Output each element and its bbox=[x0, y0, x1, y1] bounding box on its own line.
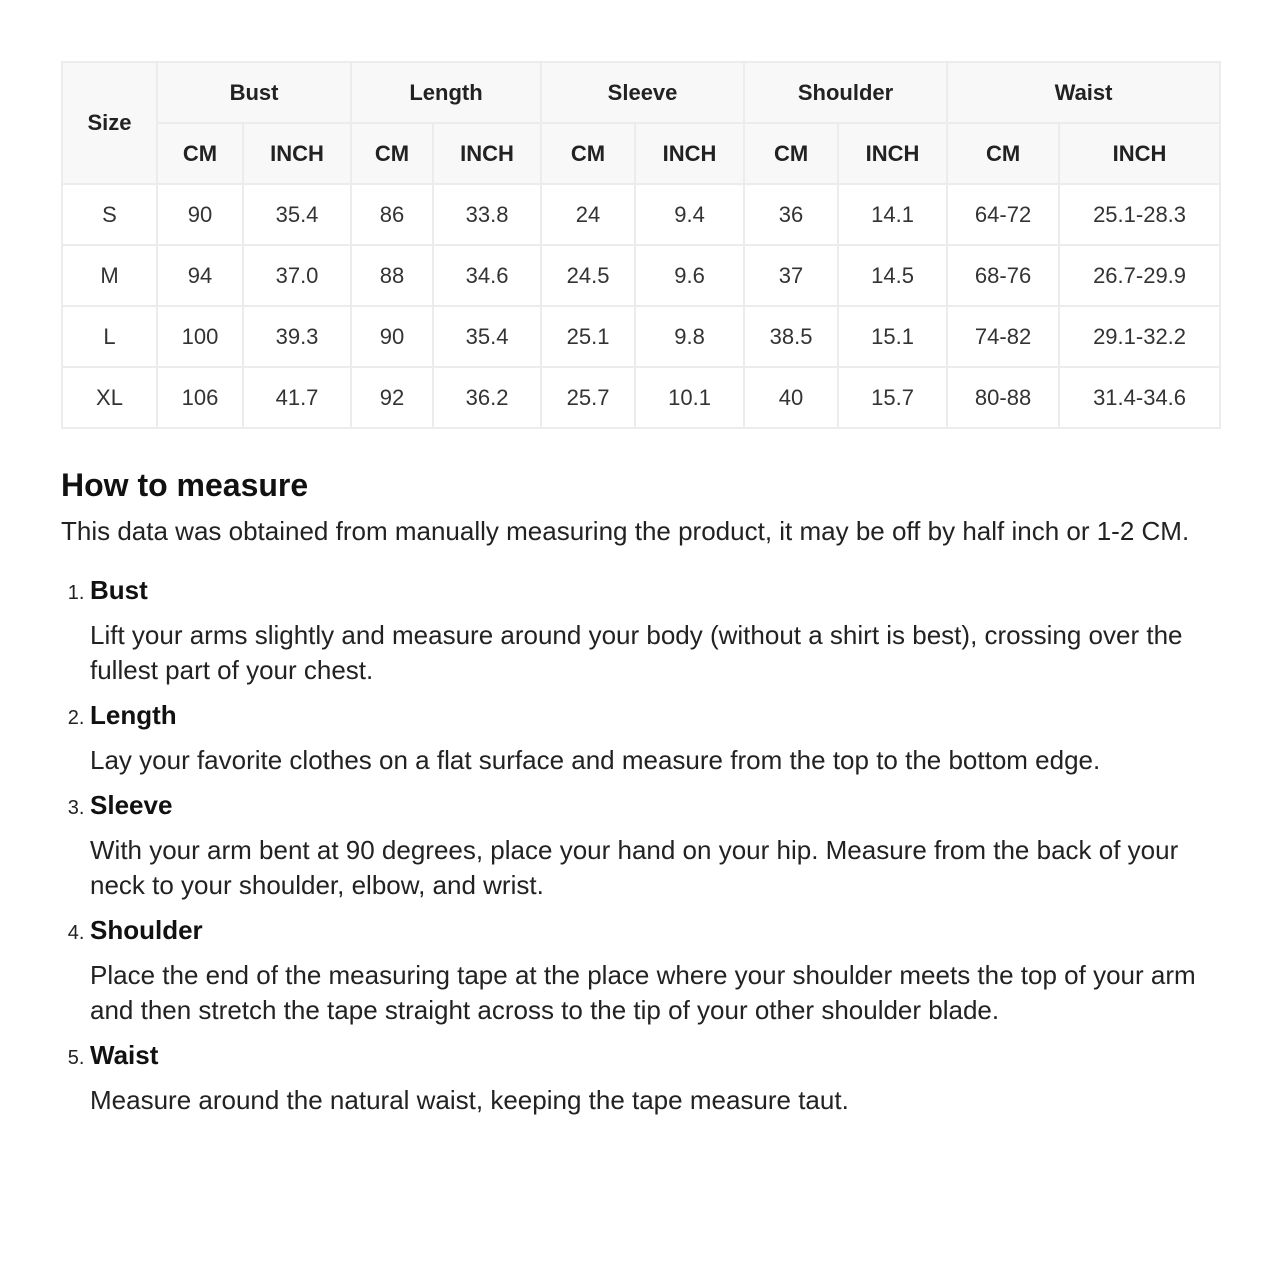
header-group: Bust bbox=[155, 61, 353, 124]
table-cell: 68-76 bbox=[946, 244, 1061, 307]
table-cell: 80-88 bbox=[946, 366, 1061, 429]
step-title: Shoulder bbox=[90, 915, 203, 945]
size-chart-table: Size Bust Length Sleeve Shoulder Waist CM INCH C… bbox=[61, 61, 1222, 429]
table-cell: 64-72 bbox=[946, 183, 1061, 246]
table-cell: 38.5 bbox=[743, 305, 840, 368]
table-cell: 34.6 bbox=[432, 244, 543, 307]
table-row: L 100 39.3 90 35.4 25.1 9.8 38.5 15.1 74-82 29.1-3… bbox=[61, 305, 1222, 368]
size-guide: Size Bust Length Sleeve Shoulder Waist CM INCH C… bbox=[61, 61, 1222, 1128]
table-cell: 37.0 bbox=[241, 244, 353, 307]
table-cell: 31.4-34.6 bbox=[1058, 366, 1222, 429]
table-cell: 94 bbox=[156, 244, 244, 307]
header-unit-inch: INCH bbox=[634, 122, 746, 185]
table-cell: 24 bbox=[540, 183, 637, 246]
table-row: M 94 37.0 88 34.6 24.5 9.6 37 14.5 68-76 26.7-29.9 bbox=[61, 244, 1222, 307]
table-cell: 40 bbox=[743, 366, 840, 429]
table-cell: 10.1 bbox=[634, 366, 746, 429]
table-cell: 9.4 bbox=[634, 183, 746, 246]
table-cell: 36 bbox=[743, 183, 840, 246]
table-cell: 90 bbox=[350, 305, 435, 368]
step-title: Waist bbox=[90, 1040, 159, 1070]
measure-step: Length Lay your favorite clothes on a fla… bbox=[90, 698, 1219, 778]
step-title: Length bbox=[90, 700, 177, 730]
table-cell: 14.5 bbox=[837, 244, 949, 307]
header-unit-inch: INCH bbox=[837, 122, 949, 185]
header-group: Sleeve bbox=[540, 61, 746, 124]
table-cell: 100 bbox=[156, 305, 244, 368]
header-group: Waist bbox=[946, 61, 1222, 124]
table-cell: 41.7 bbox=[241, 366, 353, 429]
header-group: Length bbox=[350, 61, 543, 124]
measure-step: Waist Measure around the natural waist, k… bbox=[90, 1038, 1219, 1118]
measure-step: Shoulder Place the end of the measuring t… bbox=[90, 913, 1219, 1028]
step-text: Measure around the natural waist, keepin… bbox=[90, 1085, 849, 1115]
header-unit-cm: CM bbox=[946, 122, 1061, 185]
table-cell: 88 bbox=[350, 244, 435, 307]
table-cell: 74-82 bbox=[946, 305, 1061, 368]
step-title: Bust bbox=[90, 575, 148, 605]
table-cell: 33.8 bbox=[432, 183, 543, 246]
table-cell: 24.5 bbox=[540, 244, 637, 307]
step-title: Sleeve bbox=[90, 790, 173, 820]
header-group: Shoulder bbox=[743, 61, 949, 124]
table-cell: 86 bbox=[350, 183, 435, 246]
step-text: Lift your arms slightly and measure arou… bbox=[90, 620, 1183, 685]
table-cell: 35.4 bbox=[241, 183, 353, 246]
step-text: With your arm bent at 90 degrees, place … bbox=[90, 835, 1179, 900]
header-unit-inch: INCH bbox=[241, 122, 353, 185]
table-cell: 25.7 bbox=[540, 366, 637, 429]
table-cell: 9.8 bbox=[634, 305, 746, 368]
table-cell: 9.6 bbox=[634, 244, 746, 307]
table-cell: 26.7-29.9 bbox=[1058, 244, 1222, 307]
table-cell: 36.2 bbox=[432, 366, 543, 429]
size-cell: XL bbox=[61, 366, 158, 429]
table-row: XL 106 41.7 92 36.2 25.7 10.1 40 15.7 80-88 31.4-3… bbox=[61, 366, 1222, 429]
header-unit-cm: CM bbox=[350, 122, 435, 185]
table-cell: 90 bbox=[156, 183, 244, 246]
guide-title: How to measure bbox=[61, 467, 309, 503]
table-cell: 106 bbox=[156, 366, 244, 429]
step-text: Place the end of the measuring tape at t… bbox=[90, 960, 1196, 1025]
size-cell: S bbox=[61, 183, 158, 246]
table-cell: 29.1-32.2 bbox=[1058, 305, 1222, 368]
table-row: S 90 35.4 86 33.8 24 9.4 36 14.1 64-72 25.1-28.3 bbox=[61, 183, 1222, 246]
size-cell: L bbox=[61, 305, 158, 368]
table-cell: 37 bbox=[743, 244, 840, 307]
measure-steps: Bust Lift your arms slightly and measure … bbox=[61, 573, 1219, 1118]
table-cell: 39.3 bbox=[241, 305, 353, 368]
step-text: Lay your favorite clothes on a flat surf… bbox=[90, 745, 1101, 775]
table-cell: 15.7 bbox=[837, 366, 949, 429]
table-cell: 25.1 bbox=[540, 305, 637, 368]
measure-step: Sleeve With your arm bent at 90 degrees, … bbox=[90, 788, 1219, 903]
header-unit-cm: CM bbox=[156, 122, 244, 185]
header-unit-inch: INCH bbox=[432, 122, 543, 185]
header-unit-inch: INCH bbox=[1058, 122, 1222, 185]
size-cell: M bbox=[61, 244, 158, 307]
table-cell: 35.4 bbox=[432, 305, 543, 368]
header-unit-cm: CM bbox=[743, 122, 840, 185]
header-size: Size bbox=[61, 61, 158, 185]
header-unit-cm: CM bbox=[540, 122, 637, 185]
guide-intro: This data was obtained from manually mea… bbox=[61, 516, 1190, 546]
measure-step: Bust Lift your arms slightly and measure … bbox=[90, 573, 1219, 688]
table-cell: 92 bbox=[350, 366, 435, 429]
table-cell: 14.1 bbox=[837, 183, 949, 246]
table-cell: 15.1 bbox=[837, 305, 949, 368]
table-cell: 25.1-28.3 bbox=[1058, 183, 1222, 246]
